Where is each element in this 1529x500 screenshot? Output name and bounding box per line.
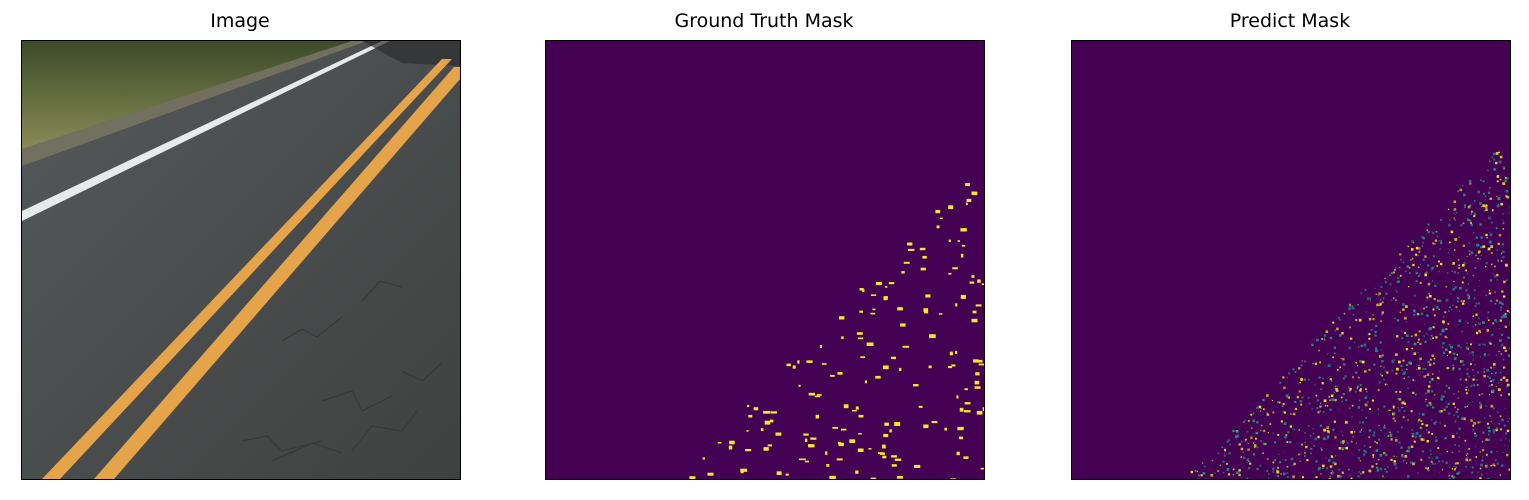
road-shoulder <box>22 41 367 166</box>
yellow-lane-line-right <box>94 67 460 479</box>
cracks <box>241 280 443 462</box>
predicted-crack-pixels <box>1190 151 1510 479</box>
yellow-lane-line-left <box>42 59 452 479</box>
road-photo <box>22 41 460 479</box>
ground-truth-mask-panel <box>545 40 985 480</box>
ground-truth-crack-pixels <box>689 183 984 479</box>
white-lane-line <box>22 41 390 221</box>
panel-title-ground-truth: Ground Truth Mask <box>674 10 854 32</box>
panel-title-predict: Predict Mask <box>1229 10 1351 32</box>
crack-mask-ground-truth <box>546 41 984 479</box>
predict-mask-panel <box>1071 40 1511 480</box>
crack-mask-prediction <box>1072 41 1510 479</box>
shadow <box>362 41 460 66</box>
road-image-panel <box>21 40 461 480</box>
panel-title-image: Image <box>210 10 270 32</box>
